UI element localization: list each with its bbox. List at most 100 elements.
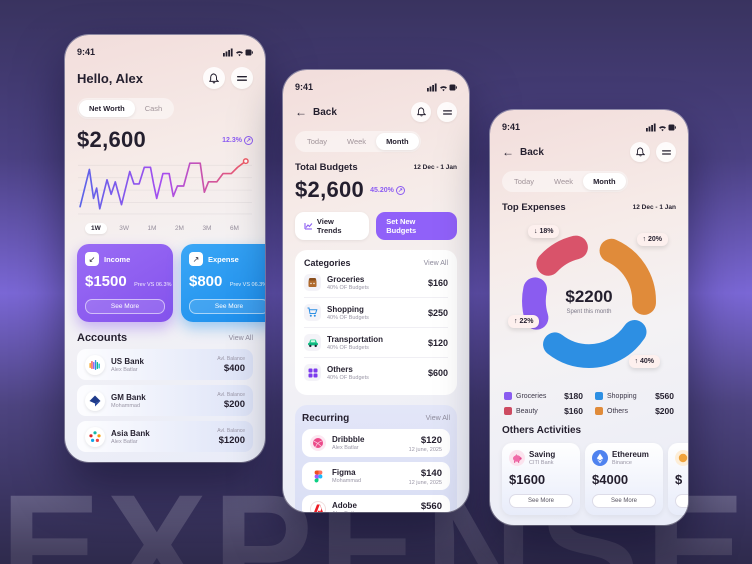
activity-see-more-button[interactable]: See More <box>675 494 688 508</box>
account-row[interactable]: Asia Bank Alex Batlar Avl. Balance $1200 <box>77 421 253 452</box>
tab-month[interactable]: Month <box>376 133 419 150</box>
back-label[interactable]: Back <box>313 106 337 118</box>
back-label[interactable]: Back <box>520 146 544 158</box>
account-row[interactable]: US Bank Alex Batlar Avl. Balance $400 <box>77 349 253 380</box>
tab-today[interactable]: Today <box>307 137 328 146</box>
menu-button[interactable] <box>231 67 253 89</box>
recurring-amount: $120 <box>420 434 442 446</box>
donut-badge-groceries: ↑ 22% <box>508 315 540 328</box>
back-arrow-icon[interactable]: ← <box>502 145 514 159</box>
account-balance-label: Avl. Balance <box>217 355 245 362</box>
category-meta: 40% OF Budgets <box>327 374 369 381</box>
recurring-row[interactable]: Dribbble Alex Batlar $120 12 june, 2025 <box>302 429 450 457</box>
expense-card[interactable]: ↗ Expense $800 Prev VS 06.3% See More <box>181 244 265 322</box>
range-1m[interactable]: 1M <box>147 225 157 232</box>
back-arrow-icon[interactable]: ← <box>295 105 307 119</box>
trends-chart-icon <box>304 223 313 230</box>
net-worth-chart <box>77 157 253 220</box>
period-tabs: Today Week Month <box>295 131 421 152</box>
phone-screen-home: 9:41 Hello, Alex Net Worth Cash $2,600 1… <box>65 35 265 462</box>
status-time: 9:41 <box>77 47 96 57</box>
income-meta: Prev VS 06.3% <box>134 282 172 288</box>
time-range-selector: 1W 3W 1M 2M 3M 6M <box>77 223 253 234</box>
income-see-more-button[interactable]: See More <box>85 299 165 314</box>
category-row[interactable]: Groceries 40% OF Budgets $160 <box>304 268 448 298</box>
range-2m[interactable]: 2M <box>174 225 184 232</box>
category-name: Groceries <box>327 274 365 284</box>
accounts-title: Accounts <box>77 332 128 344</box>
status-bar: 9:41 <box>77 45 253 59</box>
notifications-button[interactable] <box>203 67 225 89</box>
donut-segment-others[interactable] <box>522 234 656 368</box>
menu-button[interactable] <box>656 142 676 162</box>
category-row[interactable]: Shopping 40% OF Budgets $250 <box>304 298 448 328</box>
activity-amount: $ <box>675 472 683 487</box>
networth-line-end-dot <box>242 158 249 165</box>
notifications-button[interactable] <box>411 102 431 122</box>
range-1w[interactable]: 1W <box>85 223 107 234</box>
set-new-budgets-button[interactable]: Set New Budgets <box>376 212 457 240</box>
status-bar: 9:41 <box>295 80 457 94</box>
legend-swatch <box>595 407 603 415</box>
legend-swatch <box>595 392 603 400</box>
net-worth-amount: $2,600 <box>77 127 147 152</box>
tab-week[interactable]: Week <box>347 137 367 146</box>
activity-name: Ethereum <box>612 450 649 459</box>
bell-icon <box>416 107 426 117</box>
recurring-name: Figma <box>332 468 356 477</box>
category-row[interactable]: Transportation 40% OF Budgets $120 <box>304 328 448 358</box>
recurring-row[interactable]: AdobeAlex Batlar $56012 june, 2025 <box>302 495 450 512</box>
category-amount: $120 <box>427 337 448 348</box>
view-trends-button[interactable]: View Trends <box>295 212 370 240</box>
activity-see-more-button[interactable]: See More <box>509 494 573 508</box>
income-card[interactable]: ↙ Income $1500 Prev VS 06.3% See More <box>77 244 173 322</box>
tab-cash[interactable]: Cash <box>144 104 163 113</box>
date-range: 12 Dec - 1 Jan <box>413 164 457 171</box>
activity-see-more-button[interactable]: See More <box>592 494 656 508</box>
accounts-view-all[interactable]: View All <box>228 334 253 342</box>
period-tabs: Today Week Month <box>502 171 628 192</box>
expense-see-more-button[interactable]: See More <box>189 299 265 314</box>
account-balance-label: Avl. Balance <box>217 391 245 398</box>
donut-segment-groceries[interactable] <box>522 234 656 368</box>
expenses-donut-chart: $2200 Spent this month ↓ 18% ↑ 20% ↑ 22%… <box>502 217 676 385</box>
category-row[interactable]: Others 40% OF Budgets $600 <box>304 358 448 387</box>
recurring-view-all[interactable]: View All <box>425 415 450 422</box>
status-time: 9:41 <box>502 122 521 132</box>
recurring-amount: $560 <box>420 500 442 512</box>
hamburger-icon <box>237 75 247 81</box>
legend-item-groceries: Groceries $180 <box>504 391 583 401</box>
activity-card-ethereum[interactable]: Ethereum Binance $4000 See More <box>585 443 663 515</box>
category-amount: $250 <box>427 307 448 318</box>
bell-icon <box>635 147 645 157</box>
budget-amount: $2,600 <box>295 177 365 202</box>
income-expense-cards: ↙ Income $1500 Prev VS 06.3% See More ↗ … <box>77 244 265 322</box>
gm-bank-icon <box>89 395 101 406</box>
hamburger-icon <box>661 149 671 155</box>
tab-week[interactable]: Week <box>554 177 574 186</box>
bell-icon <box>209 72 219 83</box>
range-3w[interactable]: 3W <box>119 225 129 232</box>
menu-button[interactable] <box>437 102 457 122</box>
income-label: Income <box>104 254 131 264</box>
activity-provider: CITI Bank <box>529 460 554 466</box>
activity-card-partial[interactable]: $ See More <box>668 443 688 515</box>
status-icons <box>223 48 253 56</box>
account-row[interactable]: GM Bank Mohammad Avl. Balance $200 <box>77 385 253 416</box>
tab-net-worth[interactable]: Net Worth <box>79 100 135 117</box>
activities-cards: Saving CITI Bank $1600 See More Ethereum B… <box>502 443 688 515</box>
tab-today[interactable]: Today <box>514 177 535 186</box>
tab-month[interactable]: Month <box>583 173 626 190</box>
legend-item-beauty: Beauty $160 <box>504 406 583 416</box>
recurring-name: Adobe <box>332 501 357 510</box>
donut-segment-shopping[interactable] <box>522 234 656 368</box>
range-6m[interactable]: 6M <box>229 225 239 232</box>
recurring-row[interactable]: Figma Mohammad $140 12 june, 2025 <box>302 462 450 490</box>
categories-card: Categories View All Groceries 40% OF Budg… <box>295 250 457 395</box>
activity-card-saving[interactable]: Saving CITI Bank $1600 See More <box>502 443 580 515</box>
recurring-owner: Alex Batlar <box>332 511 409 512</box>
notifications-button[interactable] <box>630 142 650 162</box>
categories-view-all[interactable]: View All <box>423 259 448 267</box>
range-3m[interactable]: 3M <box>202 225 212 232</box>
category-meta: 40% OF Budgets <box>327 314 369 321</box>
